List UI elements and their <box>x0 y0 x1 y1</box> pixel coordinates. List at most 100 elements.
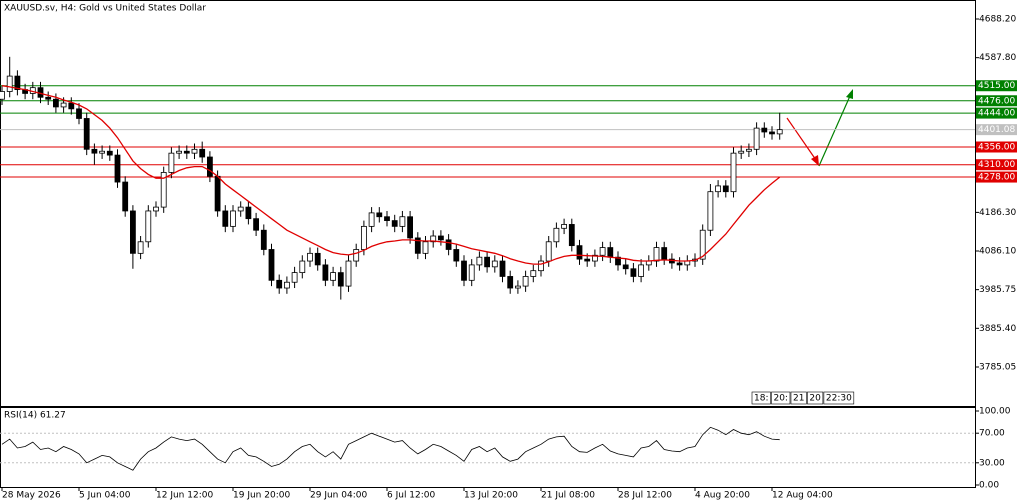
candle-body <box>507 276 514 289</box>
x-tick-label: 21 Jul 08:00 <box>541 491 595 501</box>
candle-body <box>730 152 737 193</box>
candle-body <box>214 175 221 212</box>
last-price-box <box>976 124 1017 136</box>
candle-body <box>707 191 714 231</box>
y-tick-label: 0.00 <box>979 481 999 491</box>
candle-body <box>676 262 683 266</box>
moving-average <box>1 85 781 265</box>
candle-body <box>776 129 783 135</box>
candle-body <box>53 98 59 108</box>
level-label: 4278.00 <box>978 173 1015 183</box>
candle-body <box>699 229 706 260</box>
last-price-label: 4401.08 <box>978 125 1015 135</box>
candle-body <box>114 154 121 183</box>
level-label-box <box>976 95 1017 107</box>
candle-body <box>99 150 105 154</box>
level-label: 4310.00 <box>978 160 1015 170</box>
candle-body <box>253 218 260 231</box>
candle-body <box>422 241 429 254</box>
candle-body <box>715 185 721 193</box>
y-tick-label: 3785.05 <box>979 362 1016 372</box>
candle-body <box>106 150 113 156</box>
candle-body <box>638 264 644 277</box>
candle-body <box>622 264 629 270</box>
y-tick-label: 100.00 <box>979 407 1011 417</box>
candle-body <box>430 235 437 243</box>
time-marker-box <box>807 391 824 405</box>
time-marker-box <box>790 391 807 405</box>
level-label-box <box>976 107 1017 119</box>
y-tick-label: 3985.75 <box>979 285 1016 295</box>
candle-body <box>592 254 598 262</box>
candle-body <box>746 148 752 152</box>
candle-body <box>561 224 567 229</box>
candle-body <box>68 102 75 110</box>
candle-body <box>268 249 275 281</box>
candle-body <box>260 229 267 250</box>
time-marker: 20: <box>773 394 787 404</box>
candle-body <box>437 235 444 241</box>
candle-body <box>607 247 614 258</box>
candle-body <box>661 247 668 260</box>
candles <box>0 56 783 300</box>
red-arrowhead <box>811 155 819 166</box>
level-label-box <box>976 80 1017 92</box>
x-tick-label: 5 Jun 04:00 <box>79 491 131 501</box>
level-label: 4476.00 <box>978 96 1015 106</box>
time-marker: 20 <box>809 394 821 404</box>
y-tick-label: 3885.40 <box>979 324 1016 334</box>
candle-body <box>322 264 329 281</box>
candle-body <box>538 260 544 272</box>
x-tick-label: 29 Jun 04:00 <box>310 491 367 501</box>
level-label: 4515.00 <box>978 81 1015 91</box>
candle-body <box>353 249 360 262</box>
candle-body <box>345 260 352 287</box>
candle-body <box>376 212 383 218</box>
candle-body <box>122 181 129 212</box>
x-tick-label: 28 Jul 12:00 <box>618 491 672 501</box>
candle-body <box>515 285 521 289</box>
red-arrow <box>786 117 817 161</box>
rsi-line <box>1 426 780 471</box>
candle-body <box>653 247 660 262</box>
x-tick-label: 12 Aug 04:00 <box>772 491 833 501</box>
candle-body <box>153 206 159 212</box>
y-tick-label: 70.00 <box>979 429 1005 439</box>
candle-body <box>461 260 467 281</box>
candle-body <box>129 210 136 254</box>
candle-body <box>45 96 52 100</box>
y-tick-label: 4186.30 <box>979 208 1016 218</box>
candle-body <box>91 148 98 154</box>
rsi-frame <box>0 407 976 488</box>
candle-body <box>368 212 375 227</box>
candle-body <box>206 156 213 177</box>
candle-body <box>476 256 483 266</box>
candle-body <box>191 148 198 154</box>
candle-body <box>491 260 498 268</box>
candle-body <box>414 237 421 254</box>
x-tick-label: 4 Aug 20:00 <box>695 491 750 501</box>
candle-body <box>222 210 229 227</box>
candle-body <box>384 216 390 221</box>
candle-body <box>230 210 236 227</box>
candle-body <box>14 75 21 90</box>
candle-body <box>291 272 298 283</box>
x-tick-label: 13 Jul 20:00 <box>464 491 518 501</box>
candle-body <box>176 150 183 154</box>
candle-body <box>145 210 152 243</box>
candle-body <box>199 148 206 158</box>
candle-body <box>445 239 452 250</box>
time-marker: 22:30 <box>826 394 852 404</box>
candle-body <box>399 216 406 227</box>
candle-body <box>738 150 745 154</box>
candle-body <box>283 281 290 289</box>
main-frame <box>0 0 976 407</box>
green-arrow <box>818 95 851 167</box>
candle-body <box>769 131 775 135</box>
candle-body <box>545 241 552 262</box>
candle-body <box>530 270 537 277</box>
chart-title: XAUUSD.sv, H4: Gold vs United States Dol… <box>4 4 206 14</box>
candle-body <box>245 206 252 220</box>
